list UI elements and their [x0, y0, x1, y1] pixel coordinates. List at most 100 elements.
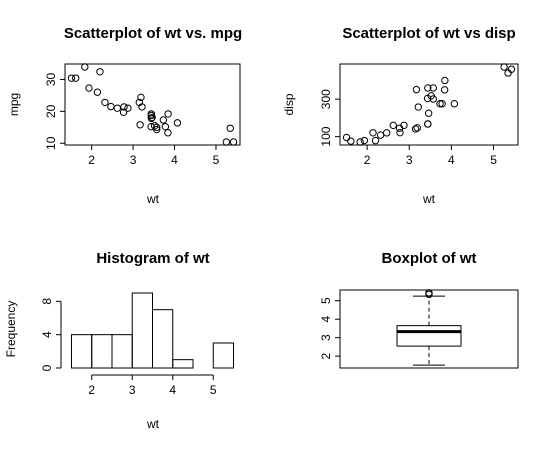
y-axis-label: disp	[282, 93, 296, 115]
point	[136, 121, 144, 129]
point	[389, 121, 397, 130]
x-tick-label: 2	[88, 383, 95, 397]
y-axis-label: mpg	[7, 93, 21, 116]
point	[342, 133, 351, 142]
box	[396, 325, 462, 347]
point	[150, 122, 159, 130]
bar	[131, 292, 154, 369]
point	[148, 113, 156, 122]
point	[81, 63, 89, 71]
bar	[152, 309, 174, 369]
point	[347, 137, 355, 145]
point	[147, 114, 156, 123]
bar	[172, 359, 194, 369]
y-tick-label: 30	[44, 72, 58, 86]
y-axis-label: Frequency	[4, 301, 18, 358]
panel-title: Boxplot of wt	[382, 250, 477, 267]
point	[395, 124, 404, 132]
point	[396, 128, 404, 137]
y-tick-label: 8	[40, 298, 54, 305]
x-axis-label: wt	[146, 192, 160, 206]
point	[440, 86, 449, 94]
point	[383, 129, 391, 137]
point	[441, 76, 449, 85]
point	[85, 84, 93, 92]
point	[376, 131, 385, 139]
x-tick-label: 4	[448, 153, 455, 167]
point	[371, 136, 380, 145]
point	[120, 103, 128, 111]
x-tick-label: 4	[169, 383, 176, 397]
point	[369, 129, 377, 137]
point	[135, 98, 144, 107]
y-tick-label: 0	[40, 364, 54, 371]
x-tick-label: 3	[129, 383, 136, 397]
y-tick-label: 3	[319, 334, 333, 341]
point	[93, 88, 102, 96]
point	[424, 120, 432, 128]
y-tick-label: 20	[44, 104, 58, 118]
point	[229, 138, 238, 146]
point	[356, 138, 364, 146]
point	[164, 129, 172, 137]
panel-title: Scatterplot of wt vs. mpg	[64, 25, 242, 42]
point	[360, 136, 369, 145]
point	[436, 100, 444, 108]
bar	[70, 334, 93, 369]
point	[137, 93, 145, 102]
point	[67, 74, 76, 82]
point	[113, 104, 122, 112]
x-tick-label: 3	[406, 153, 413, 167]
y-tick-label: 300	[319, 89, 333, 109]
point	[107, 102, 115, 111]
x-tick-label: 5	[490, 153, 497, 167]
point	[429, 84, 437, 92]
x-tick-label: 3	[130, 153, 137, 167]
point	[159, 116, 168, 124]
x-tick-label: 4	[171, 153, 178, 167]
y-tick-label: 4	[319, 316, 333, 323]
y-tick-label: 100	[319, 126, 333, 146]
point	[119, 108, 128, 117]
panel-title: Histogram of wt	[96, 250, 209, 267]
point	[429, 95, 437, 103]
point	[153, 125, 161, 134]
x-axis-label: wt	[422, 192, 436, 206]
outlier	[425, 289, 433, 297]
point	[96, 68, 104, 76]
point	[226, 124, 234, 132]
point	[411, 125, 420, 133]
point	[222, 138, 231, 146]
point	[412, 85, 421, 94]
y-tick-label: 4	[40, 331, 54, 338]
point	[147, 122, 155, 131]
point	[438, 100, 446, 108]
panel-title: Scatterplot of wt vs disp	[342, 25, 515, 42]
point	[147, 110, 156, 118]
x-tick-label: 5	[210, 383, 217, 397]
point	[153, 123, 161, 132]
point	[173, 119, 182, 127]
y-tick-label: 5	[319, 297, 333, 304]
x-tick-label: 5	[213, 153, 220, 167]
x-tick-label: 2	[364, 153, 371, 167]
point	[424, 84, 432, 92]
point	[500, 63, 508, 71]
x-axis-label: wt	[146, 417, 160, 431]
bar	[111, 334, 133, 369]
y-tick-label: 2	[319, 352, 333, 359]
point	[124, 104, 132, 112]
plot-frame	[64, 63, 241, 146]
point	[164, 110, 172, 118]
point	[424, 109, 433, 117]
x-tick-label: 2	[88, 153, 95, 167]
plot-frame	[339, 63, 519, 146]
bar	[91, 334, 113, 369]
bar	[212, 342, 235, 369]
point	[504, 69, 512, 77]
point	[161, 122, 170, 131]
point	[414, 103, 423, 111]
y-tick-label: 10	[44, 136, 58, 150]
point	[413, 124, 421, 132]
